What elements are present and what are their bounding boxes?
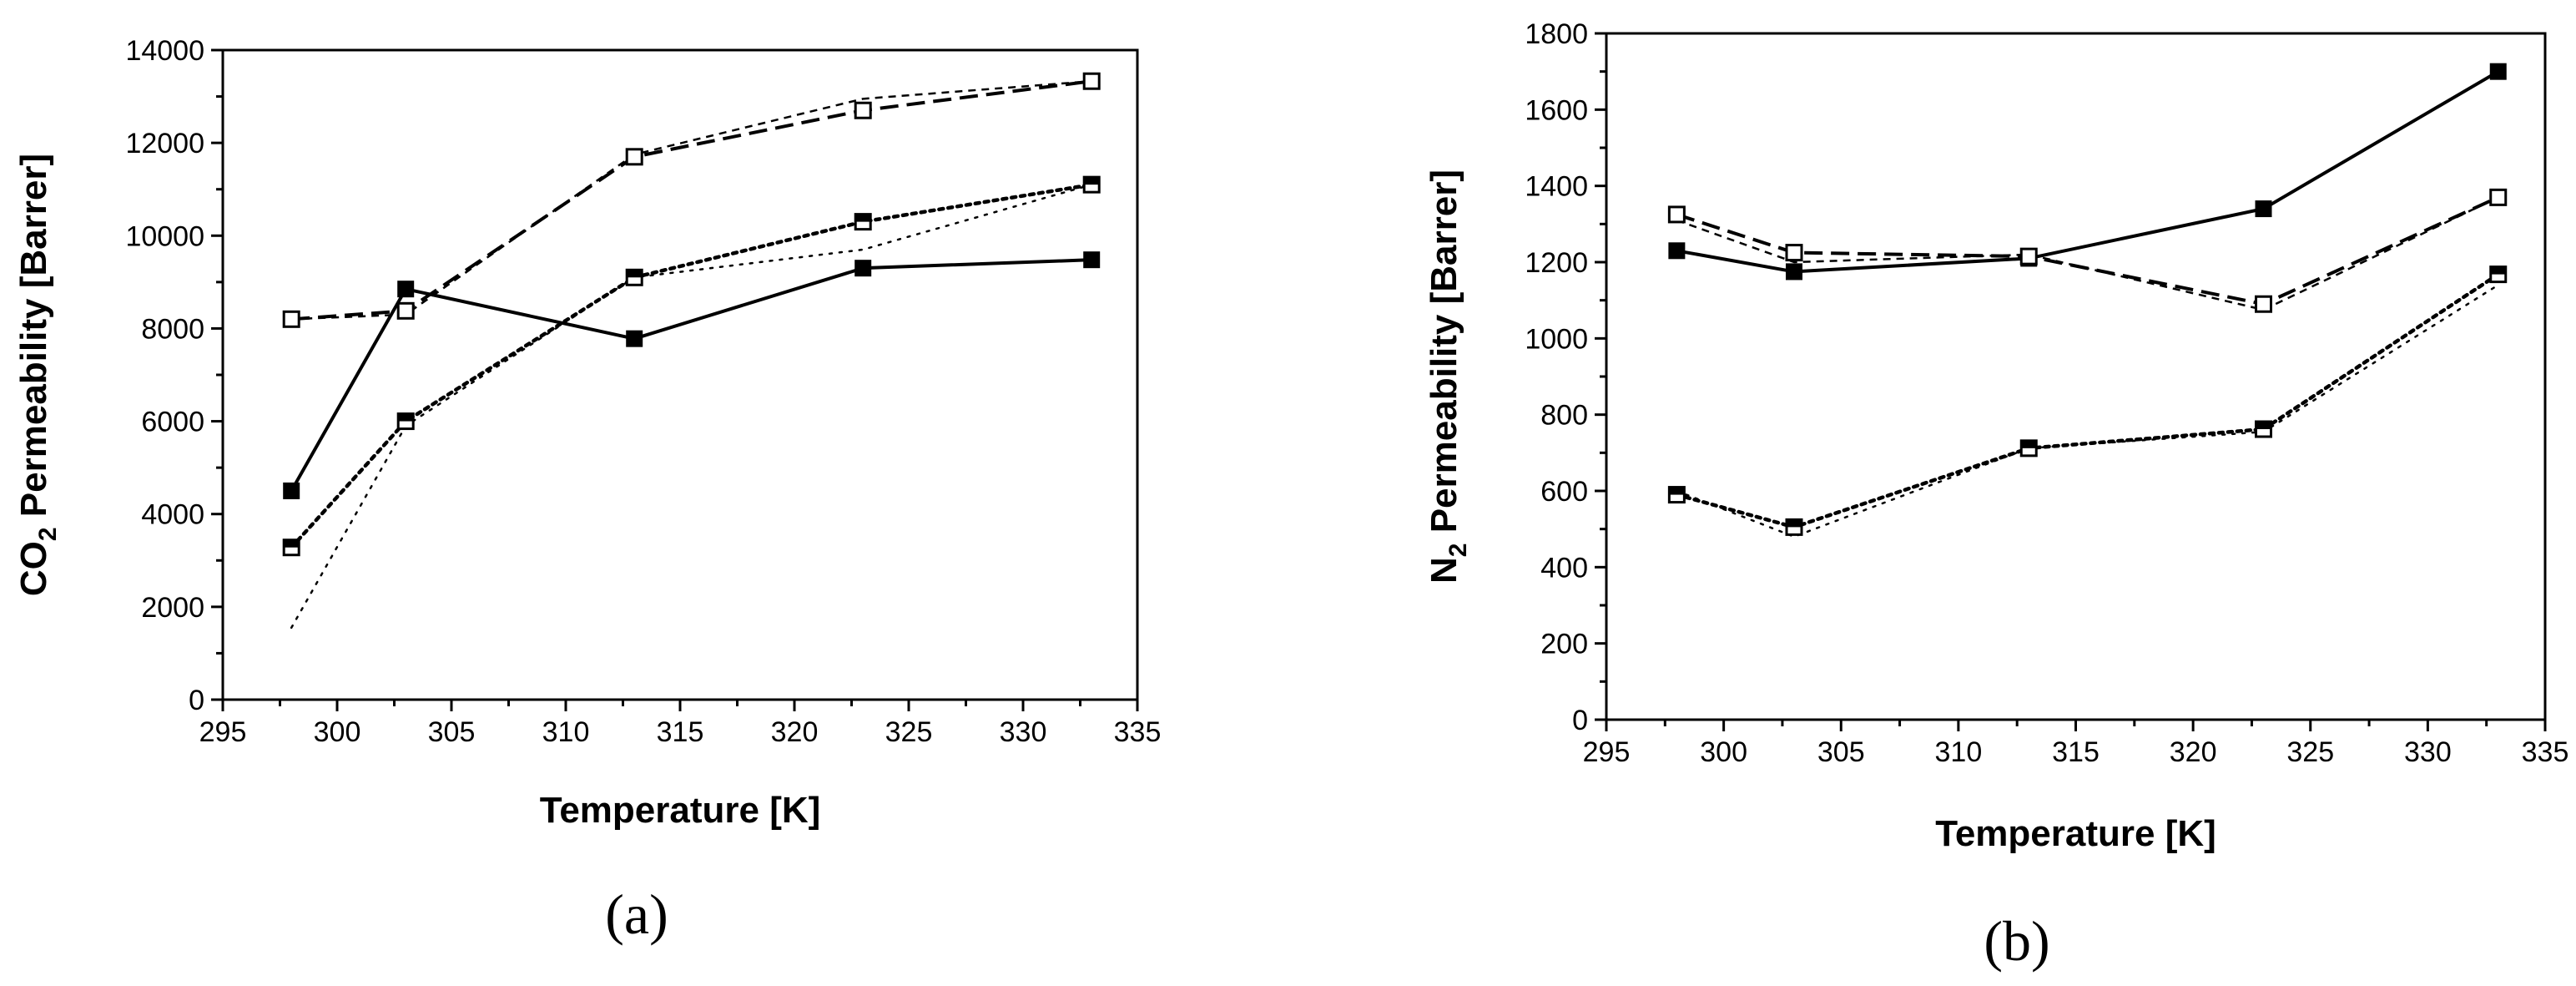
chartb-plot-frame (1605, 32, 2547, 721)
charta-y-tick-label: 0 (189, 685, 204, 716)
charta-series-2-point (1082, 72, 1101, 90)
chartb-series-5-line (1676, 284, 2499, 539)
charta-x-tick-label: 310 (542, 716, 590, 748)
chartb-series-1-point (1668, 242, 1686, 260)
chartb-series-1-point (2255, 200, 2272, 218)
chartb-series-4-line (1675, 272, 2500, 529)
charta-series-1-point (283, 482, 300, 499)
chartb-y-tick-label: 1200 (1525, 247, 1588, 279)
chartb-panel-label: (b) (1984, 909, 2049, 973)
charta-series-1-point (397, 281, 415, 298)
charta-x-tick-label: 335 (1114, 716, 1162, 748)
chartb-y-tick-label: 1400 (1525, 171, 1588, 203)
chartb-series-1-line (1676, 69, 2499, 274)
charta-series-1-point (854, 260, 872, 277)
chartb-series-4-point-fill (2490, 266, 2506, 275)
chartb-series-2-point (2255, 295, 2272, 313)
charta-y-tick-label: 14000 (125, 35, 204, 67)
chartb-y-tick-label: 1000 (1525, 323, 1588, 355)
chartb-y-tick-label: 1800 (1525, 18, 1588, 50)
chart-b: 295 300 305 310 315 320 325 330 335 0 200 400 600 800… (1424, 18, 2568, 973)
chartb-x-tick-label: 325 (2286, 736, 2334, 768)
chartb-x-tick-label: 315 (2052, 736, 2100, 768)
chartb-y-tick-label: 200 (1540, 629, 1588, 660)
charta-x-axis-title: Temperature [K] (540, 790, 821, 831)
charta-y-tick-label: 12000 (125, 128, 204, 159)
charta-series-4-point-fill (1084, 177, 1100, 185)
chartb-series-3-line (1676, 196, 2499, 311)
charta-x-tick-label: 300 (314, 716, 361, 748)
charta-x-tick-label: 305 (428, 716, 476, 748)
chart-a: 295 300 305 310 315 320 325 330 335 0 2000 4000 6000… (13, 35, 1161, 946)
charta-y-axis-title: CO2 Permeability [Barrer] (13, 154, 62, 596)
chartb-series-4-point-fill (2021, 440, 2037, 448)
chartb-x-tick-label: 310 (1935, 736, 1983, 768)
charta-panel-label: (a) (605, 882, 668, 946)
chartb-series-4-point-fill (1669, 487, 1685, 495)
chartb-series-1-point (2489, 63, 2507, 80)
charta-y-tick-label: 2000 (141, 592, 204, 624)
chartb-y-tick-label: 600 (1540, 476, 1588, 508)
charta-y-tick-label: 10000 (125, 220, 204, 252)
charta-series-2-point (854, 101, 872, 119)
charta-series-4-point-fill (398, 413, 414, 422)
charta-series-1-point (626, 330, 643, 347)
chartb-series-2-point (1667, 205, 1686, 224)
chartb-series-4-point-fill (2256, 422, 2271, 430)
chartb-x-tick-label: 305 (1817, 736, 1865, 768)
charta-series-2-point (396, 301, 415, 320)
charta-series-4-line (289, 182, 1094, 549)
charta-series-5-line (290, 183, 1093, 630)
charta-series-4-point-fill (855, 214, 871, 222)
charta-x-tick-label: 330 (1000, 716, 1047, 748)
chartb-x-tick-label: 295 (1583, 736, 1631, 768)
chartb-series-2-point (2019, 247, 2038, 265)
chartb-x-tick-label: 335 (2522, 736, 2569, 768)
charta-series-4-point-fill (284, 539, 300, 548)
charta-series-2-point (282, 310, 300, 328)
chartb-y-tick-label: 1600 (1525, 94, 1588, 126)
charta-y-tick-label: 4000 (141, 499, 204, 531)
chartb-x-axis-title: Temperature [K] (1935, 813, 2216, 854)
chartb-x-tick-label: 330 (2404, 736, 2452, 768)
charta-x-tick-label: 325 (885, 716, 933, 748)
charta-x-tick-label: 315 (657, 716, 704, 748)
chartb-series-1-point (1786, 263, 1802, 281)
chartb-series-2-point (2489, 188, 2508, 206)
chartb-x-tick-label: 300 (1700, 736, 1747, 768)
charta-y-tick-label: 6000 (141, 407, 204, 438)
chartb-y-tick-label: 0 (1572, 705, 1588, 736)
chartb-y-axis-title: N2 Permeability [Barrer] (1424, 169, 1472, 584)
charta-series-4-point-fill (627, 270, 643, 278)
chartb-y-tick-label: 400 (1540, 552, 1588, 584)
charta-x-tick-label: 295 (199, 716, 247, 748)
chartb-series-2-point (1785, 244, 1803, 262)
chartb-y-tick-label: 800 (1540, 400, 1588, 432)
chartb-x-tick-label: 320 (2170, 736, 2217, 768)
charta-y-tick-label: 8000 (141, 313, 204, 345)
chartb-series-4-point-fill (1787, 519, 1802, 528)
charta-series-1-point (1083, 251, 1101, 269)
charta-x-tick-label: 320 (771, 716, 819, 748)
charta-series-2-point (625, 148, 643, 166)
